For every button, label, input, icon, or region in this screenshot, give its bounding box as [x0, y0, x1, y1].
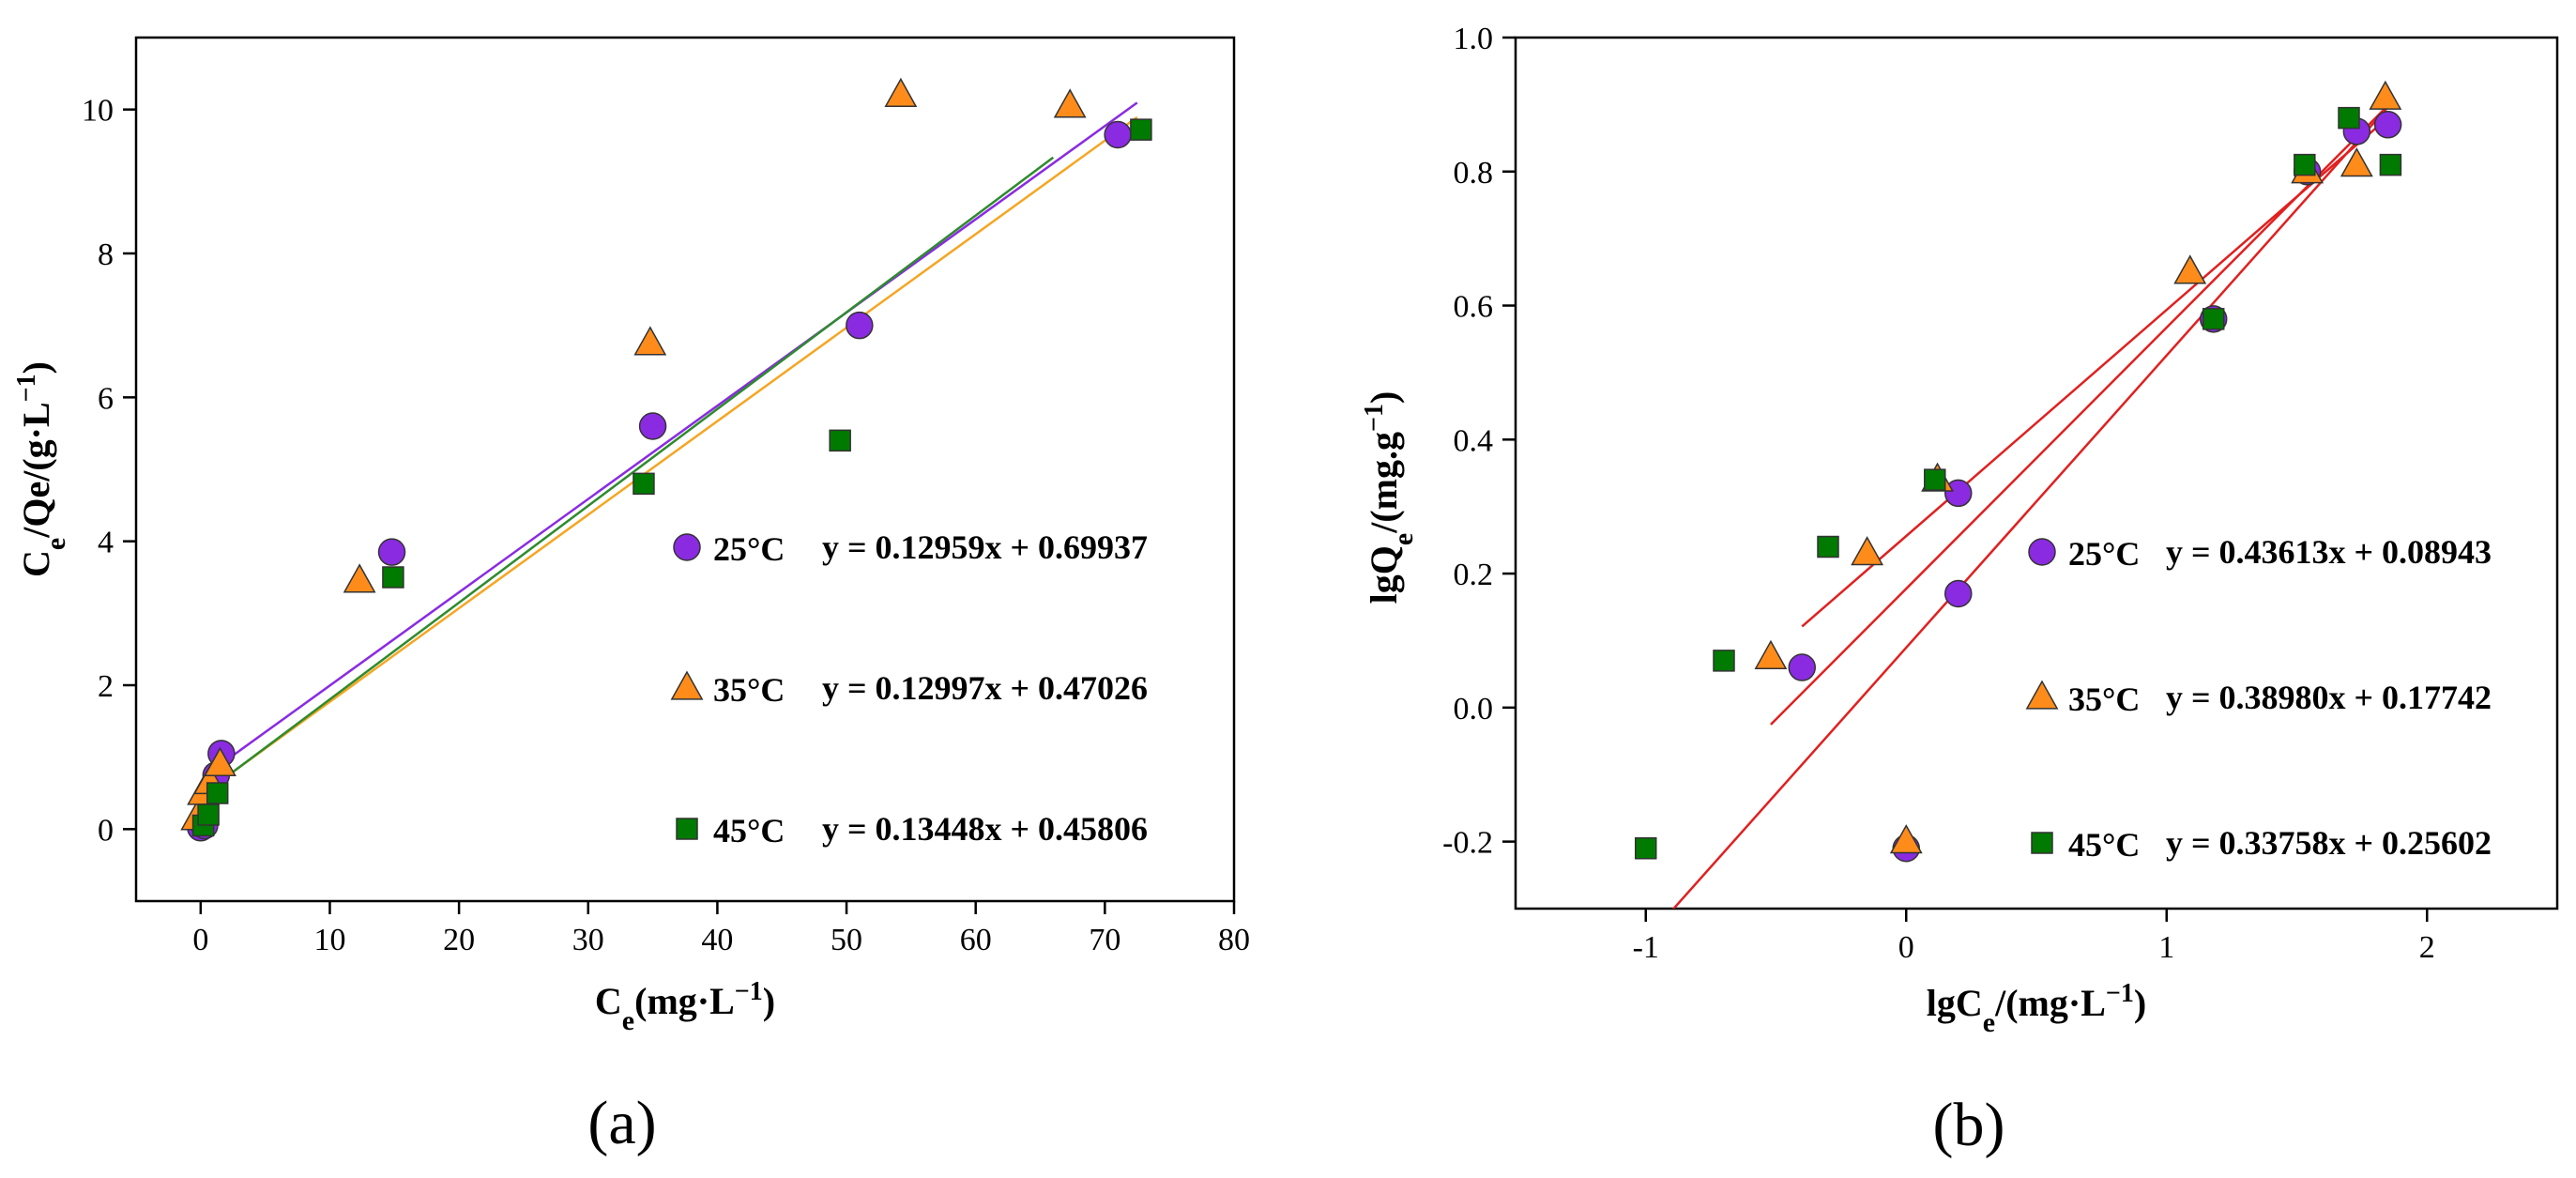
y-tick-label: 2 — [98, 669, 114, 704]
data-point-square — [633, 472, 655, 496]
data-point-square — [2202, 308, 2225, 330]
data-point-triangle — [2173, 254, 2207, 284]
legend-equation: y = 0.38980x + 0.17742 — [2166, 679, 2492, 716]
data-point-triangle — [343, 563, 376, 593]
legend-series-name: 35°C — [2068, 681, 2140, 718]
data-point-circle — [846, 311, 874, 340]
y-tick-label: 8 — [98, 237, 114, 272]
panel-label: (b) — [1933, 1091, 2005, 1159]
data-point-square — [1817, 535, 1839, 558]
y-tick-label: 4 — [98, 526, 114, 560]
data-point-square — [1635, 837, 1657, 860]
fit-line-35c — [1770, 104, 2389, 726]
y-tick-label: 0 — [98, 813, 114, 848]
x-tick-label: 2 — [2419, 930, 2435, 965]
data-point-square — [1713, 650, 1735, 672]
data-point-triangle — [1754, 639, 1788, 669]
legend-equation: y = 0.12959x + 0.69937 — [822, 528, 1148, 566]
legend-marker-circle — [673, 533, 701, 561]
fit-line-35c — [206, 115, 1138, 792]
data-point-triangle — [1851, 536, 1884, 566]
x-tick-label: -1 — [1633, 930, 1659, 965]
x-axis-label: lgCe/(mg·L−1) — [1927, 979, 2146, 1038]
plot-frame — [1514, 36, 2559, 910]
data-point-circle — [1104, 120, 1132, 149]
legend-marker-circle — [2028, 538, 2056, 566]
x-tick-label: 1 — [2158, 930, 2174, 965]
data-point-triangle — [2369, 80, 2402, 110]
data-point-triangle — [204, 746, 236, 776]
legend-equation: y = 0.13448x + 0.45806 — [822, 810, 1148, 848]
data-point-circle — [377, 538, 406, 566]
fit-line-45c — [206, 156, 1055, 793]
data-point-square — [2294, 153, 2316, 176]
x-tick-label: 20 — [443, 923, 475, 957]
y-tick-label: 0.0 — [1454, 692, 1494, 727]
legend-marker-triangle — [2025, 680, 2059, 710]
legend-equation: y = 0.43613x + 0.08943 — [2166, 533, 2492, 571]
legend-marker-square — [676, 818, 698, 840]
data-point-triangle — [2340, 147, 2373, 177]
x-tick-label: 10 — [313, 923, 345, 957]
x-tick-label: 40 — [701, 923, 733, 957]
data-point-circle — [1944, 479, 1973, 508]
y-tick-label: 0.4 — [1454, 423, 1494, 458]
data-point-square — [2379, 153, 2402, 176]
legend-series-name: 35°C — [713, 671, 785, 709]
y-tick-label: 10 — [82, 94, 114, 129]
x-tick-label: 30 — [572, 923, 604, 957]
data-point-triangle — [1053, 88, 1087, 118]
data-point-triangle — [1889, 824, 1923, 854]
y-tick-label: 0.6 — [1454, 290, 1494, 325]
legend-marker-triangle — [670, 670, 704, 700]
data-point-circle — [2373, 111, 2402, 139]
data-point-circle — [1944, 579, 1973, 608]
legend-equation: y = 0.12997x + 0.47026 — [822, 669, 1148, 707]
data-point-circle — [638, 412, 667, 440]
data-point-square — [1924, 468, 1946, 491]
x-tick-label: 0 — [1898, 930, 1914, 965]
x-tick-label: 80 — [1218, 923, 1250, 957]
legend-equation: y = 0.33758x + 0.25602 — [2166, 824, 2492, 862]
data-point-square — [197, 803, 220, 826]
data-point-square — [206, 782, 229, 804]
data-point-triangle — [884, 77, 918, 107]
data-point-circle — [1788, 653, 1816, 681]
legend-series-name: 45°C — [2068, 826, 2140, 864]
data-point-square — [382, 566, 404, 589]
panel-label: (a) — [587, 1089, 656, 1157]
y-tick-label: 6 — [98, 381, 114, 416]
data-point-square — [829, 429, 851, 452]
y-axis-label: Ce/Qe/(g·L−1) — [12, 361, 71, 577]
y-tick-label: -0.2 — [1442, 826, 1493, 861]
legend-series-name: 25°C — [713, 530, 785, 568]
fit-line-25c — [206, 101, 1138, 775]
x-tick-label: 70 — [1089, 923, 1120, 957]
fit-line-25c — [1671, 106, 2389, 909]
data-point-triangle — [633, 326, 667, 356]
legend-series-name: 45°C — [713, 812, 785, 849]
x-tick-label: 60 — [960, 923, 992, 957]
y-tick-label: 0.8 — [1454, 156, 1494, 191]
plot-frame — [134, 36, 1236, 903]
chart-panel-a: 0 10 20 30 40 50 60 70 80 0 2 4 6 8 10 Ce(mg·L−1) Ce/Qe/… — [12, 36, 1250, 1157]
data-point-square — [1130, 118, 1152, 141]
legend-series-name: 25°C — [2068, 535, 2140, 573]
legend-marker-square — [2031, 832, 2053, 854]
x-axis-label: Ce(mg·L−1) — [595, 977, 775, 1036]
fit-line-45c — [1801, 116, 2389, 628]
y-axis-label: lgQe/(mg.g−1) — [1360, 391, 1419, 604]
x-tick-label: 0 — [192, 923, 208, 957]
chart-panel-b: -1 0 1 2 -0.2 0.0 0.2 0.4 0.6 0.8 1.0 lgCe/(mg·L−1)… — [1360, 22, 2559, 1159]
x-tick-label: 50 — [831, 923, 862, 957]
y-tick-label: 1.0 — [1454, 22, 1494, 56]
data-point-square — [2338, 106, 2360, 130]
y-tick-label: 0.2 — [1454, 558, 1494, 592]
